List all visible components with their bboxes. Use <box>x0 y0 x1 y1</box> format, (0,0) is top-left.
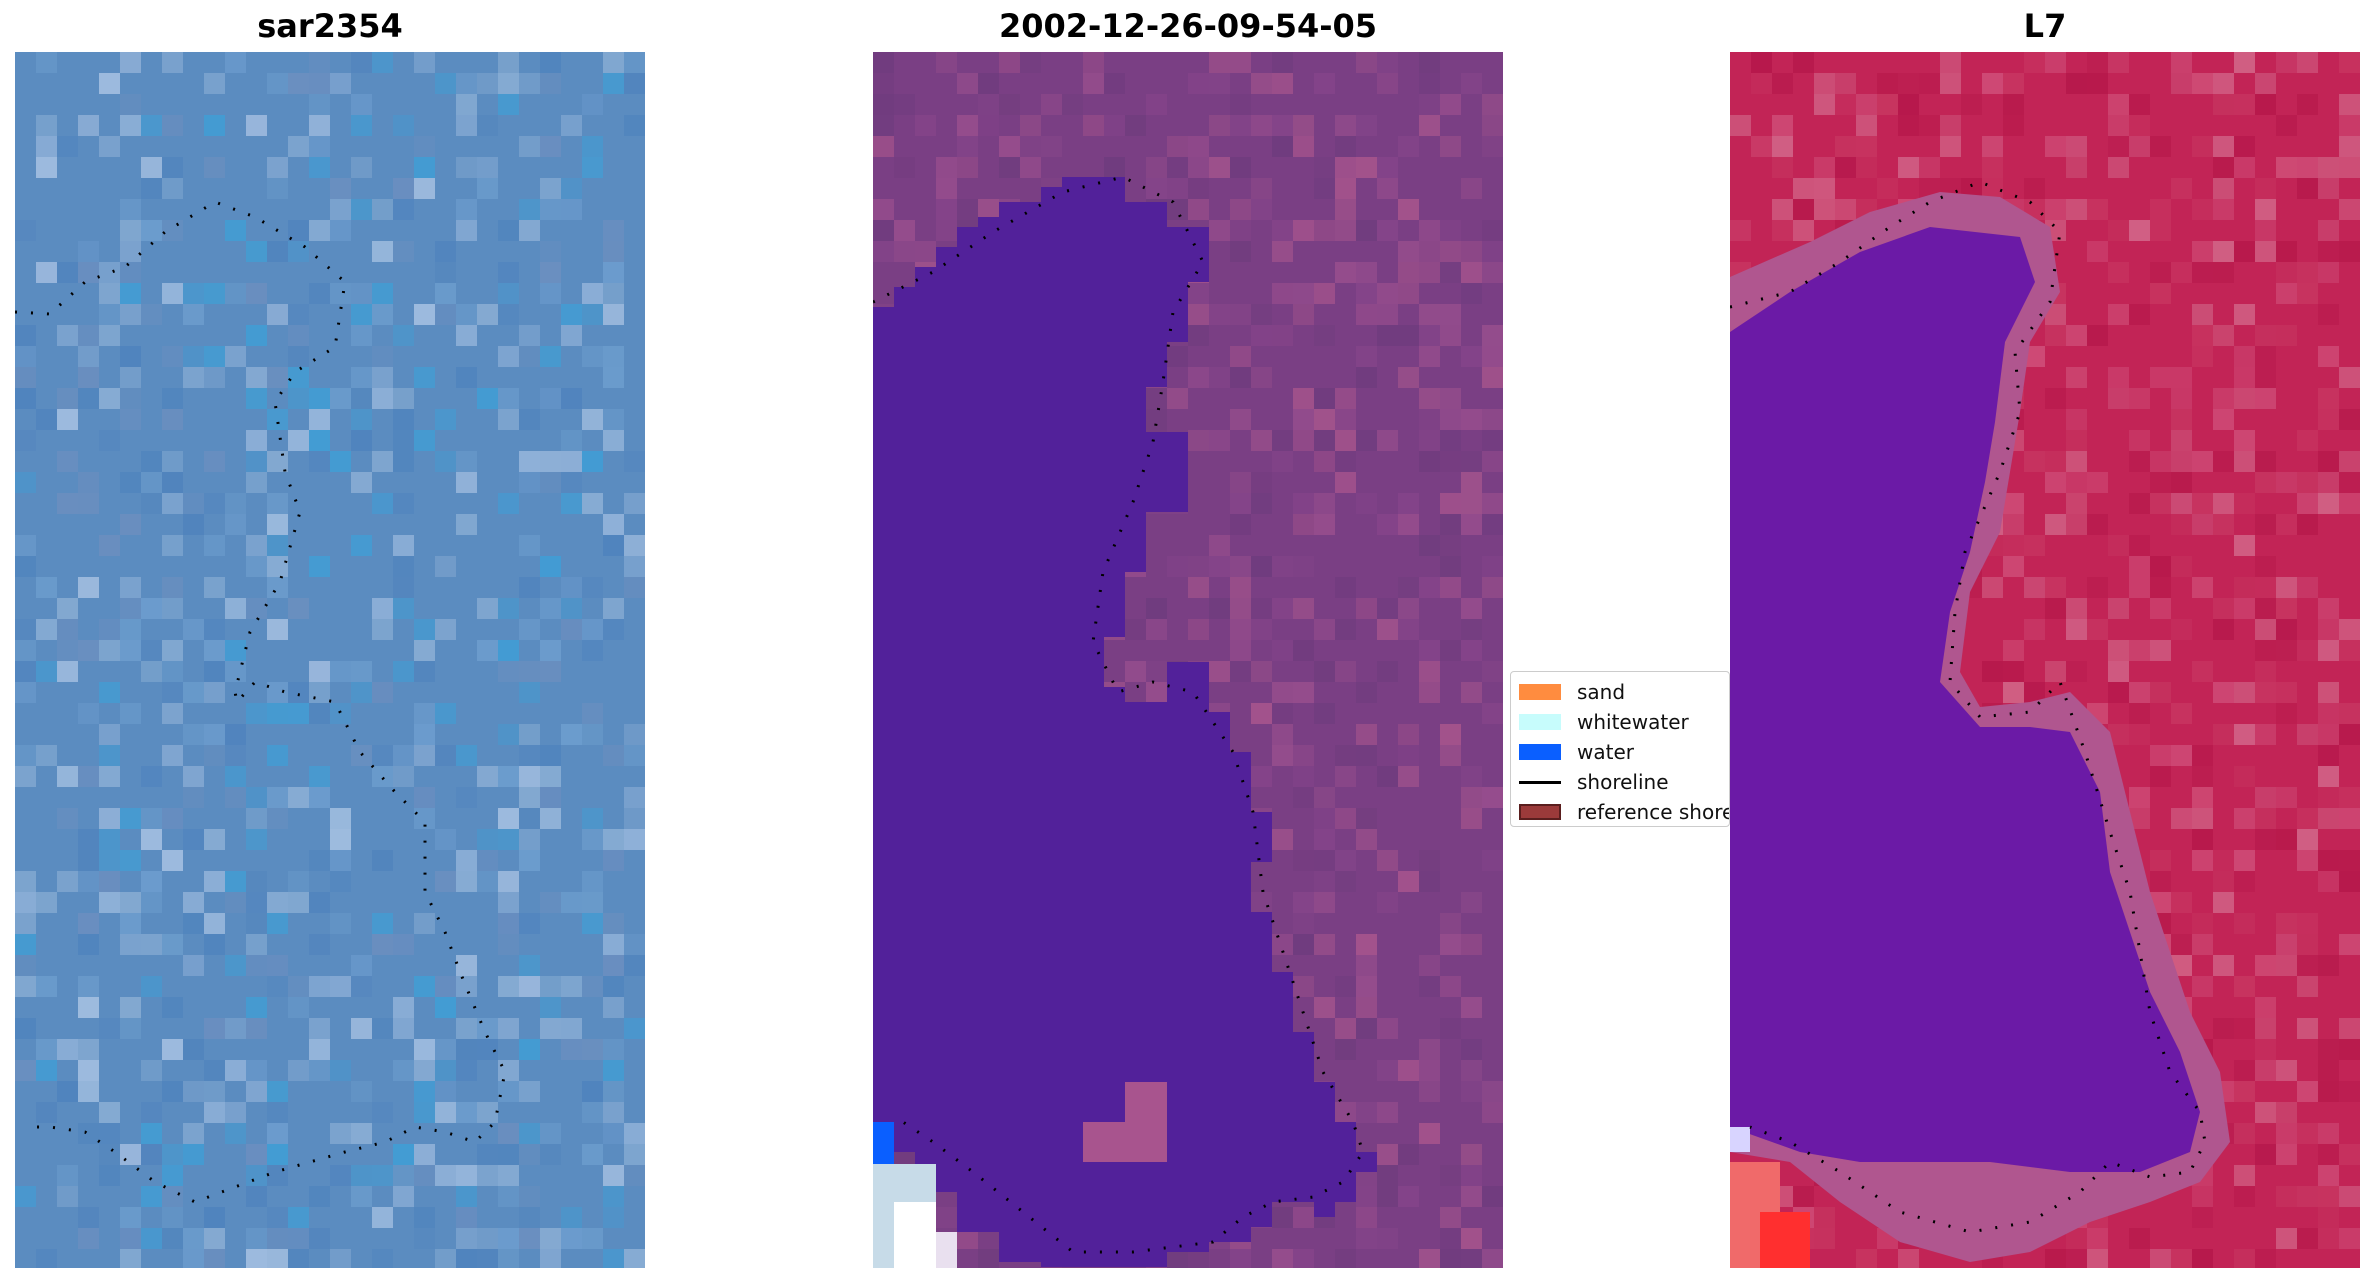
legend-item-whitewater: whitewater <box>1519 710 1689 734</box>
water-patch <box>873 1122 894 1164</box>
panel-title-rgb: sar2354 <box>257 7 403 45</box>
false-color-water <box>1730 227 2200 1172</box>
legend-label: water <box>1577 740 1634 764</box>
legend-color-swatch <box>1519 744 1561 760</box>
legend-color-swatch <box>1519 684 1561 700</box>
classified-image-panel <box>873 52 1503 1268</box>
legend-item-water: water <box>1519 740 1634 764</box>
rgb-texture <box>15 52 645 1268</box>
legend-label: whitewater <box>1577 710 1689 734</box>
legend-label: shoreline <box>1577 770 1669 794</box>
legend-line-swatch <box>1519 780 1561 784</box>
water-class-region <box>873 177 1377 1267</box>
legend-item-shoreline: shoreline <box>1519 770 1669 794</box>
legend-label: reference shoreline <box>1577 800 1729 824</box>
legend-item-reference-shoreline: reference shoreline <box>1519 800 1729 824</box>
panel-title-false-color: L7 <box>2023 7 2067 45</box>
legend: sand whitewater water shoreline reference sh… <box>1510 671 1730 827</box>
rgb-image-panel <box>15 52 645 1268</box>
legend-label: sand <box>1577 680 1626 704</box>
legend-item-sand: sand <box>1519 680 1625 704</box>
legend-color-swatch <box>1519 804 1561 820</box>
false-color-image-panel <box>1730 52 2360 1268</box>
shoreline-dots <box>873 175 1365 1254</box>
classified-image <box>873 52 1503 1268</box>
false-color-image <box>1730 52 2360 1268</box>
rgb-image <box>15 52 645 1268</box>
legend-color-swatch <box>1519 714 1561 730</box>
panel-title-classified: 2002-12-26-09-54-05 <box>998 7 1378 45</box>
shoreline-dots <box>15 200 507 1204</box>
land-island-base <box>1083 1122 1167 1162</box>
